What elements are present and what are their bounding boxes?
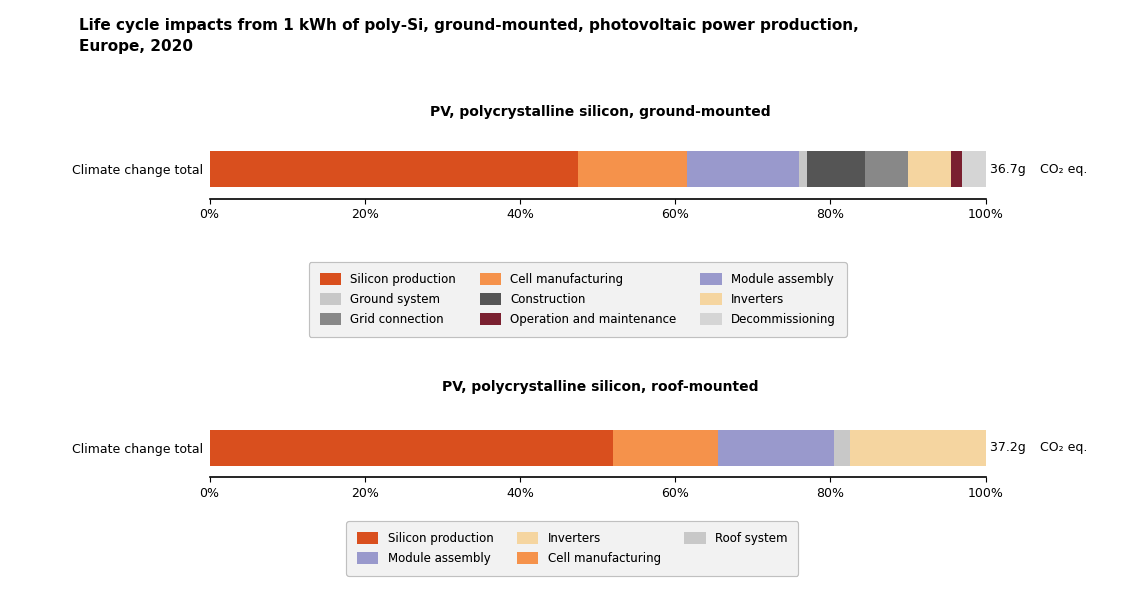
- Bar: [210, 151, 578, 187]
- Bar: [807, 151, 866, 187]
- Bar: [800, 151, 807, 187]
- Text: CO₂ eq.: CO₂ eq.: [1031, 441, 1087, 454]
- Bar: [850, 430, 986, 466]
- Text: PV, polycrystalline silicon, ground-mounted: PV, polycrystalline silicon, ground-moun…: [431, 104, 770, 119]
- Bar: [962, 151, 986, 187]
- Text: 37.2g: 37.2g: [986, 441, 1025, 454]
- Bar: [210, 430, 613, 466]
- Bar: [578, 151, 687, 187]
- Text: PV, polycrystalline silicon, roof-mounted: PV, polycrystalline silicon, roof-mounte…: [442, 380, 759, 394]
- Bar: [866, 151, 909, 187]
- Text: 36.7g: 36.7g: [986, 162, 1025, 176]
- Bar: [613, 430, 718, 466]
- Text: CO₂ eq.: CO₂ eq.: [1031, 162, 1087, 176]
- Legend: Silicon production, Ground system, Grid connection, Cell manufacturing, Construc: Silicon production, Ground system, Grid …: [309, 262, 846, 337]
- Bar: [687, 151, 800, 187]
- Bar: [834, 430, 850, 466]
- Legend: Silicon production, Module assembly, Inverters, Cell manufacturing, Roof system: Silicon production, Module assembly, Inv…: [347, 521, 798, 576]
- Bar: [951, 151, 962, 187]
- Bar: [718, 430, 834, 466]
- Bar: [909, 151, 951, 187]
- Text: Life cycle impacts from 1 kWh of poly-Si, ground-mounted, photovoltaic power pro: Life cycle impacts from 1 kWh of poly-Si…: [79, 18, 859, 54]
